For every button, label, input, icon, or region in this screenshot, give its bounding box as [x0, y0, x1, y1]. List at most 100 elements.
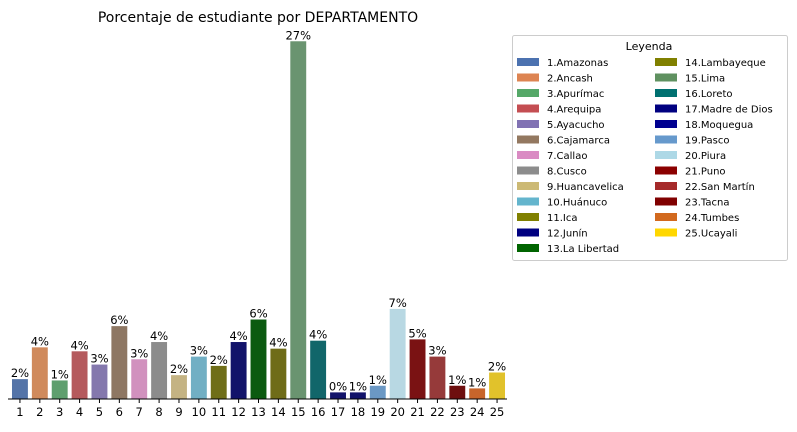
x-tick-label-11: 11 [211, 405, 226, 419]
legend-swatch-16 [655, 89, 677, 97]
legend-swatch-13 [517, 244, 539, 252]
legend-label-4: 4.Arequipa [547, 105, 601, 116]
legend-swatch-1 [517, 58, 539, 66]
legend-swatch-17 [655, 104, 677, 113]
chart-title: Porcentaje de estudiante por DEPARTAMENT… [98, 10, 418, 26]
legend-swatch-10 [517, 197, 539, 206]
bar-1 [11, 379, 28, 399]
legend-swatch-4 [517, 104, 539, 113]
legend-label-21: 21.Puno [685, 167, 726, 178]
data-label-18: 1% [349, 379, 367, 393]
legend-swatch-7 [517, 151, 539, 159]
bar-18 [349, 392, 366, 399]
data-label-5: 3% [90, 352, 108, 366]
x-tick-label-14: 14 [271, 405, 286, 419]
x-tick-label-21: 21 [410, 405, 425, 419]
x-tick-label-1: 1 [16, 405, 23, 419]
legend-swatch-24 [655, 213, 677, 221]
data-label-7: 3% [130, 346, 148, 360]
legend-label-15: 15.Lima [685, 74, 725, 85]
bar-6 [111, 326, 128, 399]
legend-label-17: 17.Madre de Dios [685, 105, 773, 116]
x-tick-label-24: 24 [470, 405, 485, 419]
bar-17 [330, 392, 346, 399]
data-label-4: 4% [70, 338, 88, 352]
legend-label-11: 11.Ica [547, 213, 577, 224]
x-tick-label-16: 16 [311, 405, 326, 419]
data-labels-group: 2%4%1%4%3%6%3%4%2%3%2%4%6%4%27%4%0% 1% 1%7… [11, 28, 506, 393]
bar-9 [171, 375, 187, 399]
x-tick-label-20: 20 [390, 405, 405, 419]
data-label-16: 4% [309, 328, 327, 342]
legend-label-18: 18.Moquegua [685, 120, 753, 131]
legend-swatch-14 [655, 58, 677, 66]
legend-frame [512, 35, 788, 261]
legend-label-25: 25.Ucayali [685, 229, 737, 240]
legend-label-24: 24.Tumbes [685, 213, 739, 224]
data-label-20: 7% [389, 296, 407, 310]
legend-label-2: 2.Ancash [547, 74, 593, 85]
x-tick-label-9: 9 [175, 405, 182, 419]
data-label-23: 1% [448, 373, 466, 387]
x-tick-label-18: 18 [351, 405, 366, 419]
data-label-6: 6% [110, 313, 128, 327]
legend-label-20: 20.Piura [685, 151, 726, 162]
x-tick-label-12: 12 [231, 405, 246, 419]
bar-14 [270, 348, 287, 399]
legend-label-13: 13.La Libertad [547, 244, 619, 255]
legend-entries: 1.Amazonas 2.Ancash 3.Apurímac 4.Arequipa 5.… [517, 58, 773, 255]
x-tick-label-7: 7 [136, 405, 143, 419]
data-label-10: 3% [190, 344, 208, 358]
bar-15 [290, 41, 307, 400]
legend-swatch-2 [517, 73, 539, 82]
data-label-17: 0% [329, 379, 347, 393]
bar-13 [250, 319, 267, 399]
legend-swatch-15 [655, 73, 677, 82]
x-tick-label-15: 15 [291, 405, 306, 419]
bar-5 [91, 364, 108, 399]
bar-20 [389, 308, 406, 399]
bar-24 [469, 388, 486, 399]
data-label-15: 27% [285, 28, 311, 42]
bar-21 [409, 339, 426, 399]
legend-label-19: 19.Pasco [685, 136, 729, 147]
data-label-13: 6% [249, 307, 267, 321]
data-label-22: 3% [428, 344, 446, 358]
bar-11 [210, 365, 227, 399]
legend-label-22: 22.San Martín [685, 181, 755, 193]
legend-swatch-3 [517, 89, 539, 97]
bar-12 [230, 342, 247, 399]
legend-label-9: 9.Huancavelica [547, 182, 624, 193]
bar-23 [449, 385, 466, 399]
x-tick-label-4: 4 [76, 405, 83, 419]
x-tick-label-23: 23 [450, 405, 465, 419]
legend-label-6: 6.Cajamarca [547, 136, 610, 147]
data-label-14: 4% [269, 336, 287, 350]
legend-swatch-5 [517, 120, 539, 128]
bar-8 [151, 342, 168, 399]
legend-swatch-18 [655, 120, 677, 128]
data-label-25: 2% [488, 360, 506, 374]
legend-swatch-11 [517, 213, 539, 221]
bar-19 [369, 385, 386, 399]
legend-label-12: 12.Junín [547, 228, 588, 240]
legend-swatch-25 [655, 228, 677, 237]
legend-swatch-12 [517, 228, 539, 237]
legend-swatch-19 [655, 135, 677, 144]
legend-title: Leyenda [626, 40, 673, 53]
x-tick-label-17: 17 [331, 405, 346, 419]
x-tick-label-8: 8 [155, 405, 162, 419]
x-tick-label-22: 22 [430, 405, 445, 419]
x-ticks-group: 1 2 3 4 5 6 7 8 9 10 11 12 13 14 15 16 17 18 19 20 21 22 23 24 2… [16, 399, 504, 419]
legend-swatch-8 [517, 166, 539, 175]
legend-label-1: 1.Amazonas [547, 58, 608, 69]
data-label-24: 1% [468, 375, 486, 389]
legend-swatch-21 [655, 166, 677, 175]
bar-3 [51, 380, 68, 399]
legend-swatch-9 [517, 182, 539, 190]
x-tick-label-5: 5 [96, 405, 103, 419]
bar-22 [429, 356, 446, 399]
x-tick-label-13: 13 [251, 405, 266, 419]
legend-label-5: 5.Ayacucho [547, 120, 605, 131]
legend-label-14: 14.Lambayeque [685, 58, 766, 69]
